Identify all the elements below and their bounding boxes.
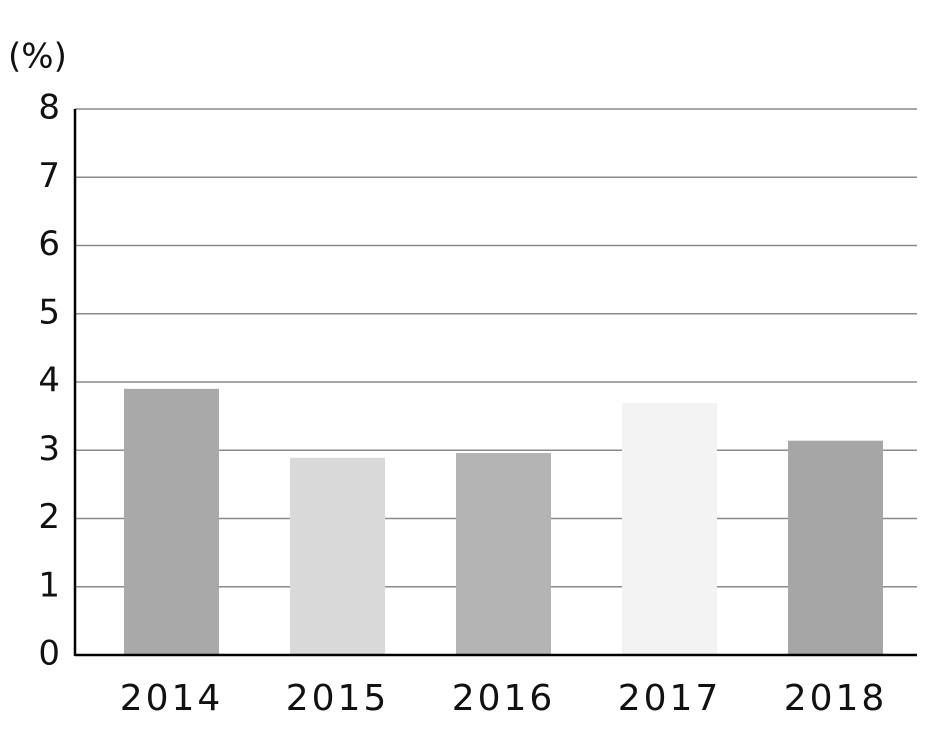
y-tick-label: 1 [38, 565, 60, 605]
y-tick-label: 5 [38, 292, 60, 332]
x-tick-label: 2014 [120, 678, 224, 719]
y-axis-label: (%) [8, 37, 67, 77]
y-tick-label: 3 [38, 429, 60, 469]
x-tick-label: 2017 [618, 678, 722, 719]
y-tick-label: 0 [38, 634, 60, 674]
y-tick-label: 2 [38, 497, 60, 537]
y-tick-label: 6 [38, 224, 60, 264]
bar [124, 388, 219, 655]
bar [788, 440, 883, 655]
bar [622, 403, 717, 655]
x-tick-label: 2016 [452, 678, 556, 719]
y-tick-label: 8 [38, 88, 60, 128]
x-tick-label: 2018 [784, 678, 888, 719]
bar [290, 457, 385, 655]
y-tick-label: 7 [38, 156, 60, 196]
bar [456, 452, 551, 655]
x-tick-label: 2015 [286, 678, 390, 719]
y-tick-label: 4 [38, 361, 60, 401]
